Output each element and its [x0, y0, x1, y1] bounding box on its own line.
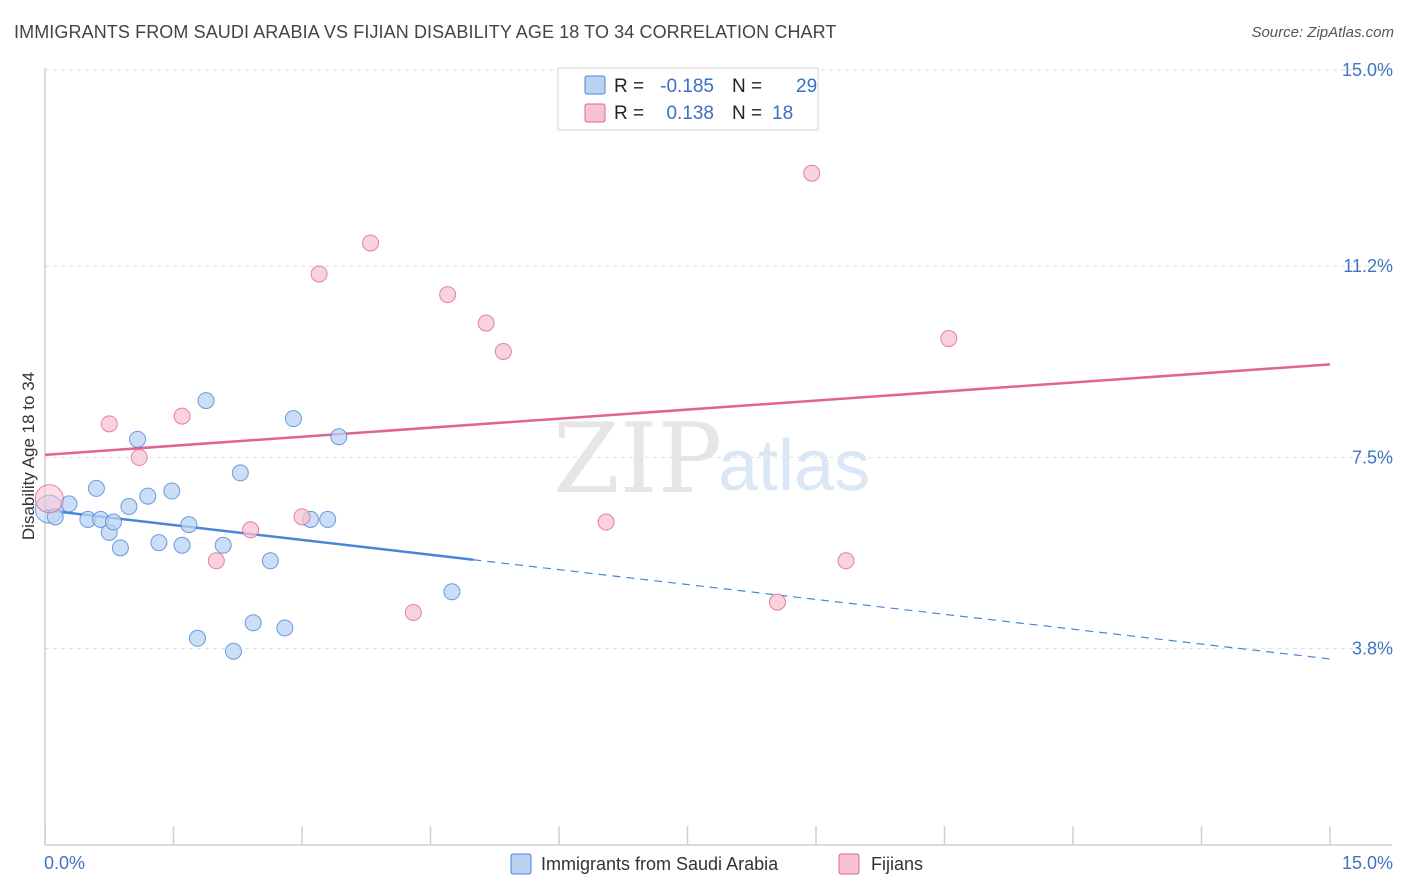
legend-n-value-blue: 29	[796, 76, 817, 97]
data-point-fijian	[100, 415, 118, 433]
x-tick-label-max: 15.0%	[1342, 853, 1393, 873]
watermark: ZIP atlas	[553, 403, 870, 515]
data-point-saudi	[188, 629, 206, 647]
data-point-saudi	[284, 410, 302, 428]
data-point-saudi	[173, 536, 191, 554]
y-tick-label: 3.8%	[1352, 639, 1393, 659]
data-point-saudi	[105, 513, 123, 531]
data-point-saudi	[330, 428, 348, 446]
data-point-saudi	[319, 510, 337, 528]
data-point-fijian	[173, 407, 191, 425]
data-point-fijian	[310, 265, 328, 283]
series-legend: Immigrants from Saudi Arabia Fijians	[510, 853, 923, 875]
data-point-saudi	[111, 539, 129, 557]
series-legend-label-pink: Fijians	[871, 854, 923, 874]
data-point-saudi	[180, 516, 198, 534]
y-tick-label: 11.2%	[1343, 256, 1393, 276]
data-point-saudi	[224, 642, 242, 660]
data-point-saudi	[163, 482, 181, 500]
axes	[44, 68, 1392, 846]
data-point-fijian	[940, 330, 958, 348]
data-point-fijian	[768, 593, 786, 611]
trend-line-saudi-dashed	[473, 559, 1331, 660]
legend-swatch-pink	[584, 103, 606, 123]
data-point-fijian	[597, 513, 615, 531]
stats-legend: R = -0.185 N = 29 R = 0.138 N = 18	[557, 67, 819, 131]
data-point-fijian	[404, 603, 422, 621]
data-point-fijian	[242, 521, 260, 539]
gridlines	[45, 69, 1392, 650]
watermark-zip: ZIP	[553, 403, 722, 515]
data-point-saudi	[120, 498, 138, 516]
x-tick-label-min: 0.0%	[44, 853, 85, 873]
y-tick-labels: 3.8% 7.5% 11.2% 15.0%	[1342, 60, 1393, 659]
legend-r-label: R =	[614, 76, 644, 97]
legend-r-value-blue: -0.185	[660, 76, 714, 97]
data-point-saudi	[276, 619, 294, 637]
series-legend-swatch-pink	[838, 853, 860, 875]
watermark-atlas: atlas	[718, 426, 870, 506]
data-point-saudi	[244, 614, 262, 632]
data-point-fijian	[477, 314, 495, 332]
data-point-fijian	[837, 552, 855, 570]
data-point-fijian	[439, 286, 457, 304]
data-point-saudi	[214, 536, 232, 554]
data-point-saudi	[87, 479, 105, 497]
legend-r-label: R =	[614, 103, 644, 124]
series-legend-swatch-blue	[510, 853, 532, 875]
data-point-fijian	[34, 484, 64, 514]
data-points	[34, 164, 958, 660]
chart-title: IMMIGRANTS FROM SAUDI ARABIA VS FIJIAN D…	[14, 22, 837, 42]
y-axis-title: Disability Age 18 to 34	[19, 372, 38, 540]
data-point-saudi	[139, 487, 157, 505]
data-point-fijian	[130, 448, 148, 466]
legend-swatch-blue	[584, 75, 606, 95]
data-point-saudi	[129, 430, 147, 448]
legend-r-value-pink: 0.138	[666, 103, 714, 124]
series-legend-label-blue: Immigrants from Saudi Arabia	[541, 854, 779, 874]
data-point-saudi	[197, 392, 215, 410]
data-point-saudi	[231, 464, 249, 482]
legend-n-label: N =	[732, 76, 762, 97]
data-point-fijian	[362, 234, 380, 252]
data-point-fijian	[494, 342, 512, 360]
source-credit: Source: ZipAtlas.com	[1251, 24, 1394, 41]
y-tick-label: 7.5%	[1352, 447, 1393, 467]
trend-line-fijians	[44, 363, 1331, 457]
data-point-fijian	[293, 508, 311, 526]
data-point-fijian	[803, 164, 821, 182]
legend-n-label: N =	[732, 103, 762, 124]
data-point-fijian	[207, 552, 225, 570]
data-point-saudi	[261, 552, 279, 570]
legend-n-value-pink: 18	[772, 103, 793, 124]
data-point-saudi	[443, 583, 461, 601]
y-tick-label: 15.0%	[1342, 60, 1393, 80]
data-point-saudi	[150, 534, 168, 552]
